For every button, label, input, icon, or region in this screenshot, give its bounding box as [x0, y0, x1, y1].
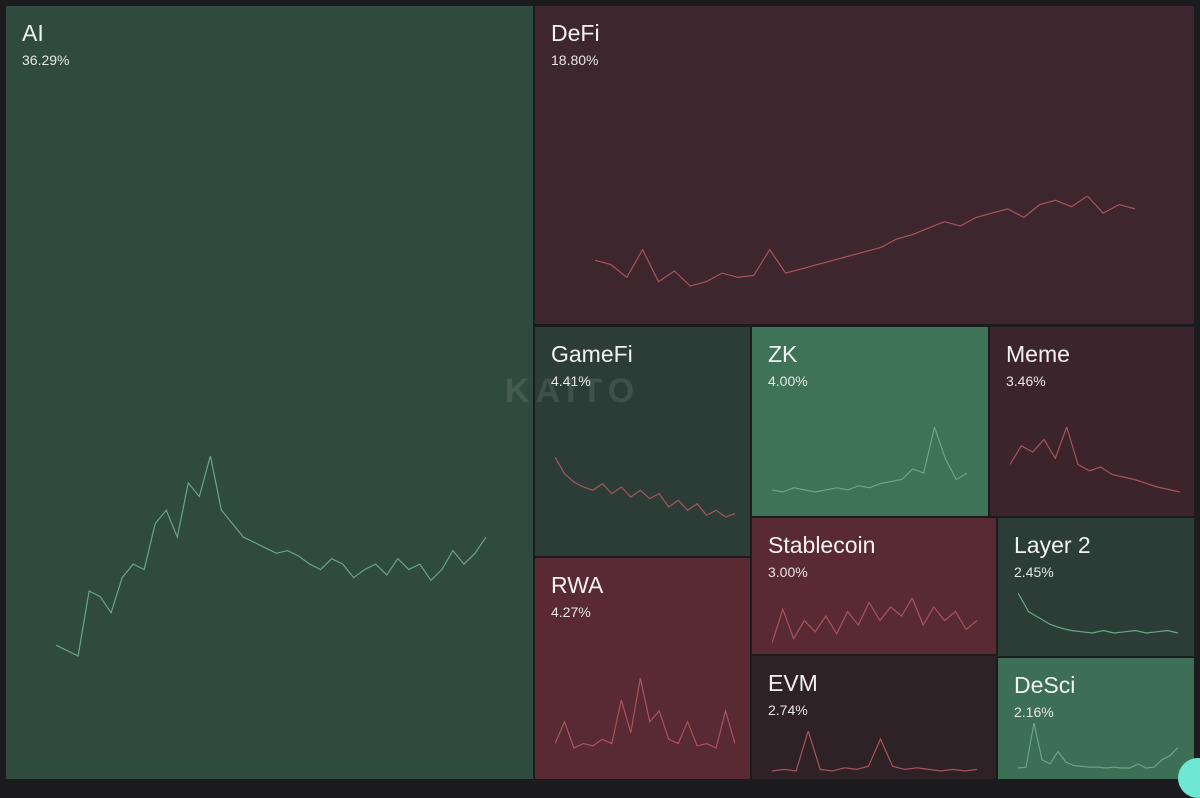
tile-percent: 2.45% — [1014, 564, 1054, 580]
tile-zk[interactable]: ZK 4.00% — [752, 327, 988, 516]
tile-percent: 3.00% — [768, 564, 808, 580]
tile-name: DeFi — [551, 20, 600, 46]
sparkline-path — [595, 196, 1135, 287]
tile-name: Stablecoin — [768, 532, 876, 558]
sparkline-path — [1018, 593, 1178, 634]
sparkline — [772, 731, 977, 772]
tile-percent: 2.16% — [1014, 704, 1054, 720]
sparkline — [1018, 593, 1178, 634]
sparkline-path — [555, 457, 735, 518]
tile-name: ZK — [768, 341, 798, 367]
tile-ai[interactable]: AI 36.29% — [6, 6, 533, 779]
tile-defi[interactable]: DeFi 18.80% — [535, 6, 1194, 324]
sparkline — [772, 427, 967, 493]
sparkline-path — [772, 598, 977, 644]
sparkline-path — [1010, 427, 1180, 493]
sparkline — [555, 678, 735, 749]
tile-name: Meme — [1006, 341, 1070, 367]
sparkline-path — [772, 427, 967, 493]
sparkline-path — [56, 456, 486, 657]
sparkline — [1010, 427, 1180, 493]
tile-name: AI — [22, 20, 44, 46]
sparkline — [555, 457, 735, 518]
sparkline — [595, 196, 1135, 287]
tile-evm[interactable]: EVM 2.74% — [752, 656, 996, 779]
tile-layer-2[interactable]: Layer 2 2.45% — [998, 518, 1194, 656]
tile-percent: 18.80% — [551, 52, 599, 68]
sparkline — [1018, 723, 1178, 769]
sparkline-path — [1018, 723, 1178, 769]
tile-percent: 3.46% — [1006, 373, 1046, 389]
sparkline — [772, 598, 977, 644]
tile-percent: 4.27% — [551, 604, 591, 620]
tile-rwa[interactable]: RWA 4.27% — [535, 558, 750, 779]
tile-name: Layer 2 — [1014, 532, 1091, 558]
tile-percent: 4.00% — [768, 373, 808, 389]
tile-gamefi[interactable]: GameFi 4.41% — [535, 327, 750, 556]
tile-name: RWA — [551, 572, 604, 598]
tile-desci[interactable]: DeSci 2.16% — [998, 658, 1194, 779]
tile-name: DeSci — [1014, 672, 1076, 698]
tile-percent: 36.29% — [22, 52, 70, 68]
tile-meme[interactable]: Meme 3.46% — [990, 327, 1194, 516]
tile-stablecoin[interactable]: Stablecoin 3.00% — [752, 518, 996, 654]
sparkline-path — [772, 731, 977, 772]
sparkline-path — [555, 678, 735, 749]
tile-name: EVM — [768, 670, 818, 696]
tile-percent: 4.41% — [551, 373, 591, 389]
tile-name: GameFi — [551, 341, 633, 367]
tile-percent: 2.74% — [768, 702, 808, 718]
sparkline — [56, 456, 486, 657]
